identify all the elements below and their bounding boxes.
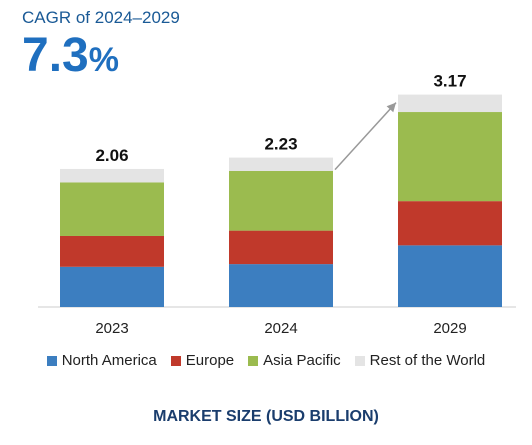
bar-segment-asia-pacific-2029 bbox=[398, 112, 502, 202]
bar-segment-north-america-2023 bbox=[60, 266, 164, 307]
cagr-number: 7.3 bbox=[22, 29, 89, 82]
total-label-2029: 3.17 bbox=[433, 72, 466, 91]
growth-arrow-head bbox=[386, 102, 396, 113]
bar-segment-north-america-2024 bbox=[229, 264, 333, 307]
legend-label: Asia Pacific bbox=[263, 352, 341, 369]
bar-segment-rest-of-the-world-2029 bbox=[398, 94, 502, 113]
x-tick-label-2023: 2023 bbox=[95, 320, 128, 337]
x-tick-label-2029: 2029 bbox=[433, 320, 466, 337]
bar-segment-europe-2023 bbox=[60, 235, 164, 267]
legend-item-north-america: North America bbox=[46, 352, 157, 369]
growth-arrow-line bbox=[334, 102, 397, 171]
bar-segment-north-america-2029 bbox=[398, 245, 502, 307]
legend-swatch bbox=[46, 355, 57, 366]
chart-footer-title: MARKET SIZE (USD BILLION) bbox=[153, 408, 379, 425]
x-tick-label-2024: 2024 bbox=[264, 320, 297, 337]
legend-label: North America bbox=[61, 352, 157, 369]
bar-segment-europe-2024 bbox=[229, 230, 333, 265]
cagr-unit: % bbox=[88, 41, 119, 79]
legend-item-asia-pacific: Asia Pacific bbox=[248, 352, 341, 369]
bar-segment-rest-of-the-world-2024 bbox=[229, 157, 333, 171]
legend-swatch bbox=[170, 355, 181, 366]
total-label-2024: 2.23 bbox=[264, 135, 297, 154]
bar-segment-asia-pacific-2023 bbox=[60, 182, 164, 236]
legend-item-europe: Europe bbox=[170, 352, 235, 369]
cagr-label: CAGR of 2024–2029 bbox=[22, 8, 180, 27]
cagr-value: 7.3% bbox=[22, 30, 119, 86]
bar-segment-asia-pacific-2024 bbox=[229, 170, 333, 231]
legend: North America Europe Asia Pacific Rest of t… bbox=[0, 352, 532, 369]
bars-group: 2.06 2023 2.23 2024 3.17 2029 bbox=[60, 72, 502, 337]
legend-swatch bbox=[354, 355, 365, 366]
bar-segment-rest-of-the-world-2023 bbox=[60, 168, 164, 183]
bar-segment-europe-2029 bbox=[398, 201, 502, 246]
market-size-chart: 2.06 2023 2.23 2024 3.17 2029 bbox=[38, 72, 516, 337]
total-label-2023: 2.06 bbox=[95, 146, 128, 165]
legend-label: Rest of the World bbox=[369, 352, 486, 369]
legend-item-rest-of-the-world: Rest of the World bbox=[354, 352, 486, 369]
legend-swatch bbox=[248, 355, 259, 366]
legend-label: Europe bbox=[185, 352, 235, 369]
